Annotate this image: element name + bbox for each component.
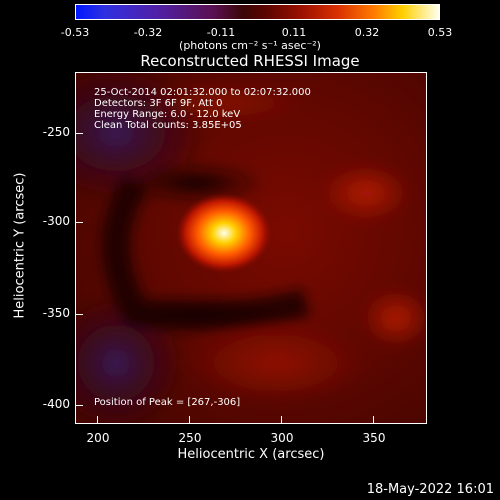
y-tick-label: -250 (42, 125, 70, 139)
image-title: Reconstructed RHESSI Image (140, 52, 360, 70)
colorbar-tick-label: 0.53 (427, 26, 453, 39)
x-tick-mark (281, 416, 282, 424)
x-tick-label: 250 (178, 431, 202, 445)
colorbar-tick-label: 0.11 (281, 26, 307, 39)
colorbar-units: (photons cm⁻² s⁻¹ asec⁻²) (179, 39, 321, 52)
colorbar-tick-label: -0.32 (133, 26, 163, 39)
heatmap-image (76, 73, 426, 423)
colorbar-tick-label: -0.53 (60, 26, 90, 39)
y-tick-mark (75, 405, 83, 406)
time-range-label: 25-Oct-2014 02:01:32.000 to 02:07:32.000 (94, 87, 311, 98)
y-tick-label: -350 (42, 306, 70, 320)
y-tick-label: -400 (42, 397, 70, 411)
x-tick-mark (189, 416, 190, 424)
x-tick-label: 300 (270, 431, 294, 445)
detectors-label: Detectors: 3F 6F 9F, Att 0 (94, 98, 223, 109)
clean-counts-label: Clean Total counts: 3.85E+05 (94, 120, 242, 131)
x-tick-label: 200 (86, 431, 110, 445)
x-axis-label: Heliocentric X (arcsec) (177, 447, 325, 462)
colorbar (75, 4, 440, 20)
colorbar-tick-label: -0.11 (206, 26, 236, 39)
emission-peak (176, 193, 272, 273)
image-plot-area: 25-Oct-2014 02:01:32.000 to 02:07:32.000… (75, 72, 427, 424)
y-tick-mark (75, 133, 83, 134)
y-tick-mark (75, 314, 83, 315)
energy-range-label: Energy Range: 6.0 - 12.0 keV (94, 109, 241, 120)
x-tick-mark (97, 416, 98, 424)
peak-position-label: Position of Peak = [267,-306] (94, 397, 241, 408)
y-tick-mark (75, 222, 83, 223)
generation-date: 18-May-2022 16:01 (366, 482, 494, 497)
y-axis-label: Heliocentric Y (arcsec) (12, 172, 28, 319)
x-tick-mark (373, 416, 374, 424)
y-tick-label: -300 (42, 214, 70, 228)
colorbar-tick-label: 0.32 (354, 26, 380, 39)
x-tick-label: 350 (362, 431, 386, 445)
